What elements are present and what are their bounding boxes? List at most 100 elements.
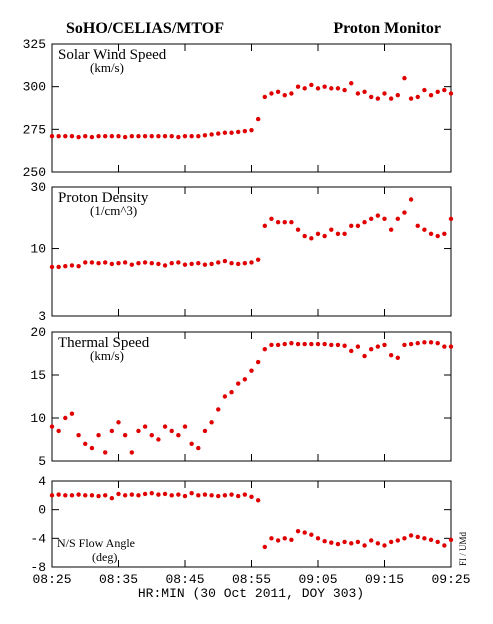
data-point: [96, 260, 101, 266]
data-point: [355, 344, 361, 349]
x-tick-label: 08:35: [99, 572, 138, 587]
data-point: [63, 415, 68, 421]
data-point: [249, 494, 254, 499]
data-point: [109, 496, 115, 501]
data-point: [56, 133, 61, 139]
data-point: [422, 340, 427, 345]
credit: FI / UMd: [458, 531, 468, 566]
data-point: [349, 81, 354, 86]
x-tick-label: 09:05: [298, 572, 337, 587]
data-point: [448, 91, 454, 96]
data-point: [69, 133, 75, 139]
data-point: [83, 260, 88, 265]
data-point: [209, 493, 214, 498]
data-point: [335, 86, 341, 91]
data-point: [289, 91, 294, 96]
data-point: [83, 441, 88, 446]
data-point: [169, 428, 174, 434]
data-point: [262, 347, 267, 352]
data-point: [149, 133, 154, 139]
data-point: [295, 227, 301, 232]
x-axis-label: HR:MIN (30 Oct 2011, DOY 303): [138, 586, 364, 601]
data-point: [255, 498, 261, 503]
data-point: [329, 342, 334, 348]
data-point: [96, 133, 101, 139]
data-point: [103, 260, 108, 265]
data-point: [222, 394, 228, 399]
data-point: [255, 116, 261, 122]
data-point: [189, 490, 194, 496]
data-point: [315, 536, 321, 541]
data-point: [369, 94, 374, 100]
data-point: [182, 424, 188, 429]
data-point: [428, 231, 434, 237]
data-point: [162, 424, 168, 429]
data-point: [209, 132, 214, 137]
data-point: [442, 543, 447, 548]
data-point: [335, 231, 341, 237]
data-point: [142, 260, 148, 265]
data-point: [408, 96, 414, 101]
data-point: [222, 493, 228, 498]
data-point: [69, 411, 75, 416]
data-point: [122, 433, 128, 438]
data-point: [369, 216, 374, 222]
data-point: [262, 544, 267, 550]
data-point: [269, 536, 274, 541]
data-point: [176, 433, 181, 438]
data-point: [349, 348, 354, 354]
data-point: [375, 344, 381, 349]
data-point: [136, 428, 141, 434]
data-point: [142, 491, 148, 497]
data-point: [349, 541, 354, 546]
data-point: [76, 492, 81, 497]
data-point: [242, 128, 248, 134]
data-point: [129, 450, 134, 455]
panel-unit: (deg): [92, 550, 117, 564]
data-point: [322, 341, 327, 347]
data-point: [362, 220, 367, 225]
data-point: [76, 134, 81, 140]
data-point: [375, 541, 381, 546]
data-point: [103, 133, 108, 139]
data-point: [229, 130, 234, 135]
data-point: [315, 231, 321, 237]
data-point: [222, 130, 228, 135]
data-point: [103, 450, 108, 455]
data-point: [402, 210, 407, 215]
panel-title: N/S Flow Angle: [57, 536, 135, 550]
data-point: [428, 93, 434, 98]
data-point: [362, 543, 367, 548]
panel-unit: (km/s): [90, 348, 124, 363]
data-point: [428, 537, 434, 542]
y-tick-label: 10: [30, 411, 46, 426]
data-point: [56, 492, 61, 497]
data-point: [448, 537, 454, 542]
y-tick-label: -4: [30, 531, 46, 546]
data-point: [189, 261, 194, 267]
data-point: [289, 220, 294, 225]
data-point: [202, 133, 208, 138]
data-point: [162, 133, 168, 139]
data-point: [415, 534, 420, 540]
data-point: [269, 91, 274, 96]
data-point: [408, 533, 414, 538]
data-point: [448, 216, 454, 222]
data-point: [216, 493, 221, 499]
data-point: [229, 390, 234, 395]
data-point: [295, 528, 301, 534]
data-point: [388, 96, 394, 101]
data-point: [122, 493, 128, 498]
y-tick-label: 4: [38, 474, 46, 489]
data-point: [176, 492, 181, 497]
data-point: [362, 353, 367, 359]
data-point: [156, 261, 161, 267]
data-point: [136, 133, 141, 139]
data-point: [242, 377, 248, 382]
y-tick-label: 0: [38, 503, 46, 518]
data-point: [136, 493, 141, 498]
data-point: [222, 258, 228, 264]
data-point: [129, 492, 134, 497]
data-point: [242, 260, 248, 266]
data-point: [282, 93, 287, 98]
